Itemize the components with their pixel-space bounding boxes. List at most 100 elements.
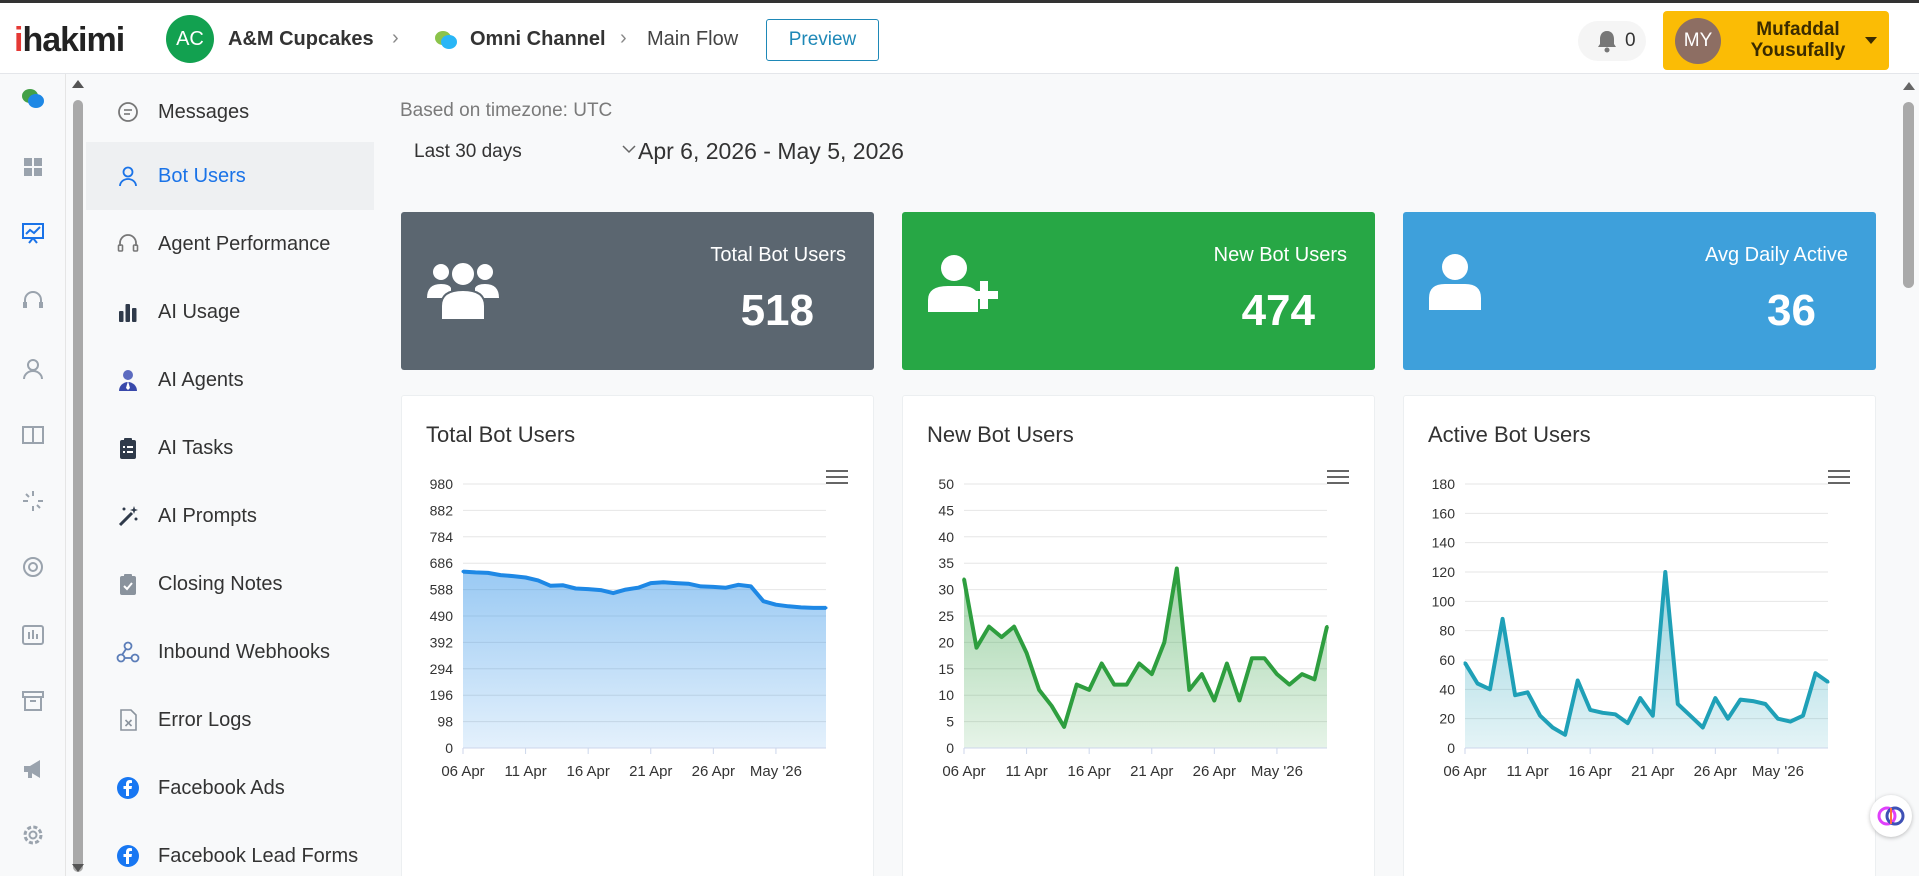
preview-button[interactable]: Preview	[766, 19, 879, 61]
data-point	[824, 606, 828, 610]
hamburger-menu-icon[interactable]	[1828, 468, 1850, 486]
loader-icon[interactable]	[20, 488, 46, 514]
scrollbar-thumb[interactable]	[73, 100, 83, 872]
data-point	[461, 570, 465, 574]
sidebar-item-bot-users[interactable]: Bot Users	[86, 142, 374, 210]
x-tick-label: 26 Apr	[1694, 763, 1737, 780]
x-tick-label: 11 Apr	[504, 763, 546, 780]
stat-card-total-bot-users: Total Bot Users 518	[401, 212, 874, 370]
notifications-button[interactable]: 0	[1578, 21, 1646, 61]
user-icon[interactable]	[20, 356, 46, 382]
data-point	[774, 603, 778, 607]
hamburger-menu-icon[interactable]	[1327, 468, 1349, 486]
chevron-right-icon: ›	[620, 27, 627, 49]
y-tick-label: 392	[430, 634, 454, 650]
sidebar-item-error-logs[interactable]: Error Logs	[86, 686, 374, 754]
sidebar-item-ai-tasks[interactable]: AI Tasks	[86, 414, 374, 482]
data-point	[1626, 721, 1630, 725]
data-point	[1538, 714, 1542, 718]
data-point	[1037, 688, 1041, 692]
series-area	[1465, 572, 1828, 748]
sidebar-item-ai-agents[interactable]: AI Agents	[86, 346, 374, 414]
y-tick-label: 140	[1432, 535, 1456, 551]
data-point	[1062, 725, 1066, 729]
y-tick-label: 0	[1447, 740, 1455, 756]
data-point	[624, 588, 628, 592]
hamburger-menu-icon[interactable]	[826, 468, 848, 486]
sidebar-item-closing-notes[interactable]: Closing Notes	[86, 550, 374, 618]
chart-card-new-bot-users: New Bot Users 0 5 10 15 20 25 30 35 40 45 50 06 Apr…	[902, 395, 1375, 876]
data-point	[474, 570, 478, 574]
book-icon[interactable]	[20, 422, 46, 448]
data-point	[1501, 617, 1505, 621]
y-tick-label: 490	[430, 608, 454, 624]
date-range-select-value: Last 30 days	[414, 141, 522, 162]
data-point	[1551, 725, 1555, 729]
scroll-down-arrow[interactable]	[72, 864, 84, 872]
archive-icon[interactable]	[20, 688, 46, 714]
data-point	[1212, 698, 1216, 702]
sidebar-item-messages[interactable]: Messages	[86, 78, 374, 146]
x-tick-label: 11 Apr	[1005, 763, 1047, 780]
x-tick-label: 21 Apr	[1130, 763, 1173, 780]
y-tick-label: 180	[1432, 476, 1456, 492]
chat-icon	[118, 102, 138, 122]
date-range-display[interactable]: Apr 6, 2026 - May 5, 2026	[638, 138, 904, 164]
data-point	[1100, 662, 1104, 666]
scroll-up-arrow[interactable]	[1903, 82, 1915, 90]
x-tick-label: 26 Apr	[1193, 763, 1236, 780]
data-point	[1287, 683, 1291, 687]
x-tick-label: 16 Apr	[1067, 763, 1110, 780]
data-point	[661, 580, 665, 584]
scrollbar-thumb[interactable]	[1903, 102, 1914, 288]
flow-name[interactable]: Main Flow	[647, 28, 739, 50]
data-point	[599, 588, 603, 592]
x-tick-label: 26 Apr	[692, 763, 735, 780]
sidebar-item-ai-prompts[interactable]: AI Prompts	[86, 482, 374, 550]
sidebar-item-label: AI Prompts	[158, 505, 257, 527]
omni-channel-icon[interactable]	[20, 86, 46, 112]
ai-assistant-button[interactable]	[1870, 795, 1912, 837]
sidebar-item-label: Facebook Lead Forms	[158, 845, 359, 867]
data-point	[524, 575, 528, 579]
channel-name[interactable]: Omni Channel	[470, 28, 606, 50]
data-point	[1526, 690, 1530, 694]
data-point	[686, 582, 690, 586]
data-point	[1613, 712, 1617, 716]
sidebar-item-agent-performance[interactable]: Agent Performance	[86, 210, 374, 278]
data-point	[1150, 672, 1154, 676]
data-point	[1137, 662, 1141, 666]
top-header: ihakimi AC A&M Cupcakes › Omni Channel ›…	[0, 0, 1919, 74]
chart-card-total-bot-users: Total Bot Users 0 98 196 294 392 490 588 686 784…	[401, 395, 874, 876]
sidebar-item-inbound-webhooks[interactable]: Inbound Webhooks	[86, 618, 374, 686]
x-tick-label: May '26	[1251, 763, 1303, 780]
sidebar-item-facebook-ads[interactable]: Facebook Ads	[86, 754, 374, 822]
user-menu[interactable]: MY Mufaddal Yousufally	[1663, 11, 1889, 70]
headset-icon[interactable]	[20, 288, 46, 314]
data-point	[549, 584, 553, 588]
account-avatar[interactable]: AC	[166, 15, 214, 63]
headset-icon	[117, 234, 139, 252]
sidebar-item-ai-usage[interactable]: AI Usage	[86, 278, 374, 346]
dashboard-icon[interactable]	[20, 154, 46, 180]
data-point	[561, 583, 565, 587]
data-point	[786, 604, 790, 608]
icon-rail	[0, 74, 66, 876]
date-range-select[interactable]: Last 30 days	[400, 134, 636, 170]
data-point	[674, 581, 678, 585]
settings-icon[interactable]	[20, 822, 46, 848]
data-point	[1563, 733, 1567, 737]
app-logo[interactable]: ihakimi	[14, 21, 125, 59]
sidebar-item-facebook-lead-forms[interactable]: Facebook Lead Forms	[86, 822, 374, 876]
lifebuoy-icon[interactable]	[20, 554, 46, 580]
scroll-up-arrow[interactable]	[72, 80, 84, 88]
sidebar-scrollbar[interactable]	[70, 78, 84, 874]
account-name[interactable]: A&M Cupcakes	[228, 28, 374, 50]
page-scrollbar[interactable]	[1899, 74, 1919, 876]
chevron-right-icon: ›	[392, 27, 399, 49]
megaphone-icon[interactable]	[20, 756, 46, 782]
data-point	[1513, 693, 1517, 697]
report-icon[interactable]	[20, 622, 46, 648]
y-tick-label: 35	[938, 555, 954, 571]
analytics-icon[interactable]	[20, 220, 46, 246]
